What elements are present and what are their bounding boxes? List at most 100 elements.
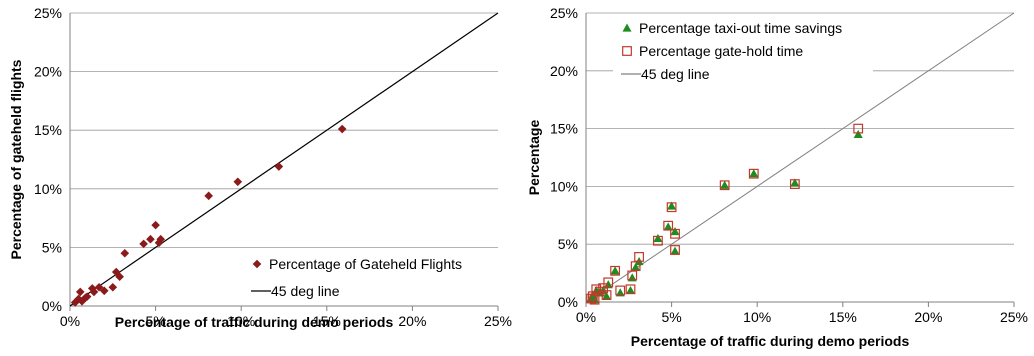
data-point	[602, 291, 612, 300]
data-point	[89, 287, 99, 297]
data-point	[94, 282, 104, 292]
data-point	[630, 261, 641, 272]
data-point	[594, 286, 605, 297]
data-point	[631, 262, 641, 271]
data-point	[590, 295, 600, 304]
y-tick-label: 20%	[550, 63, 578, 79]
x-tick-label: 25%	[1000, 309, 1028, 325]
y-axis-title: Percentage	[526, 120, 542, 196]
data-point	[625, 284, 636, 295]
series-diamond	[70, 124, 347, 307]
data-point	[74, 294, 83, 304]
legend-label: 45 deg line	[641, 66, 710, 82]
data-point	[748, 168, 759, 179]
x-tick-label: 25%	[484, 313, 512, 329]
data-point	[75, 287, 85, 297]
legend-label: Percentage taxi-out time savings	[639, 20, 842, 36]
data-point	[601, 290, 612, 300]
data-point	[670, 246, 680, 255]
data-point	[719, 180, 730, 191]
x-tick-label: 20%	[914, 309, 942, 325]
data-point	[156, 234, 166, 244]
y-tick-label: 20%	[34, 64, 62, 80]
legend-marker	[252, 259, 262, 269]
y-tick-label: 0%	[558, 294, 578, 310]
data-point	[610, 265, 621, 276]
data-point	[670, 245, 680, 255]
data-point	[603, 277, 614, 288]
data-point	[77, 297, 87, 306]
legend: Percentage taxi-out time savings Percenta…	[613, 16, 873, 91]
legend-background	[613, 16, 873, 91]
legend: Percentage of Gateheld Flights 45 deg lin…	[251, 256, 462, 299]
data-point	[82, 292, 92, 301]
legend-marker	[622, 46, 632, 56]
data-point	[663, 220, 674, 231]
data-point	[146, 234, 155, 244]
y-tick-label: 15%	[34, 122, 62, 138]
data-point	[115, 272, 124, 281]
data-point	[108, 282, 118, 292]
y-tick-label: 10%	[34, 181, 62, 197]
data-point	[720, 180, 730, 189]
data-point	[154, 238, 164, 248]
data-point	[670, 226, 680, 236]
chart-2: 0% 5% 10% 15% 20% 25% 0% 5% 10% 15% 20% 25% Percenta…	[526, 5, 1028, 349]
data-point	[666, 202, 677, 213]
x-axis-title: Percentage of traffic during demo period…	[115, 314, 394, 330]
legend-label: 45 deg line	[271, 283, 340, 299]
data-point	[626, 285, 636, 295]
data-point	[653, 233, 663, 243]
data-point	[853, 129, 863, 138]
x-tick-label: 0%	[60, 313, 80, 329]
data-point	[598, 283, 609, 294]
series-square	[586, 123, 864, 305]
data-point	[789, 179, 800, 189]
data-point	[151, 220, 160, 230]
y-tick-label: 0%	[42, 298, 62, 314]
y-tick-label: 10%	[550, 178, 578, 194]
data-point	[120, 248, 130, 258]
legend-label: Percentage gate-hold time	[639, 43, 803, 59]
data-point	[667, 201, 677, 210]
data-point	[274, 162, 284, 171]
chart-1: 0% 5% 10% 15% 20% 25% 0% 5% 10% 15% 20% 25% Percenta…	[8, 5, 512, 330]
reference-line-45deg	[69, 12, 499, 307]
x-axis-title: Percentage of traffic during demo period…	[631, 333, 910, 349]
data-point	[853, 123, 864, 134]
data-point	[591, 284, 602, 295]
x-tick-label: 5%	[661, 309, 681, 325]
x-tick-label: 0%	[576, 309, 596, 325]
data-point	[70, 298, 80, 307]
data-point	[634, 252, 644, 262]
data-point	[749, 169, 759, 178]
data-point	[139, 239, 148, 249]
reference-line-45deg	[585, 12, 1015, 303]
data-point	[670, 228, 680, 239]
x-tick-label: 15%	[313, 313, 341, 329]
data-point	[99, 286, 109, 296]
data-point	[790, 178, 800, 187]
y-tick-label: 5%	[558, 236, 578, 252]
data-point	[233, 177, 243, 187]
x-tick-label: 10%	[743, 309, 771, 325]
data-point	[663, 222, 673, 231]
x-tick-label: 15%	[829, 309, 857, 325]
data-point	[589, 294, 600, 305]
data-point	[610, 266, 620, 275]
legend-marker	[622, 23, 632, 32]
y-tick-label: 15%	[550, 121, 578, 137]
data-point	[111, 267, 121, 277]
data-point	[204, 191, 213, 201]
data-point	[615, 285, 626, 296]
x-tick-label: 20%	[398, 313, 426, 329]
y-axis-title: Percentage of gateheld flights	[8, 59, 24, 259]
data-point	[337, 124, 347, 134]
y-tick-label: 25%	[34, 5, 62, 21]
data-point	[653, 235, 663, 246]
legend-label: Percentage of Gateheld Flights	[269, 256, 462, 272]
x-tick-label: 5%	[145, 313, 165, 329]
y-tick-label: 5%	[42, 239, 62, 255]
x-tick-label: 10%	[227, 313, 255, 329]
